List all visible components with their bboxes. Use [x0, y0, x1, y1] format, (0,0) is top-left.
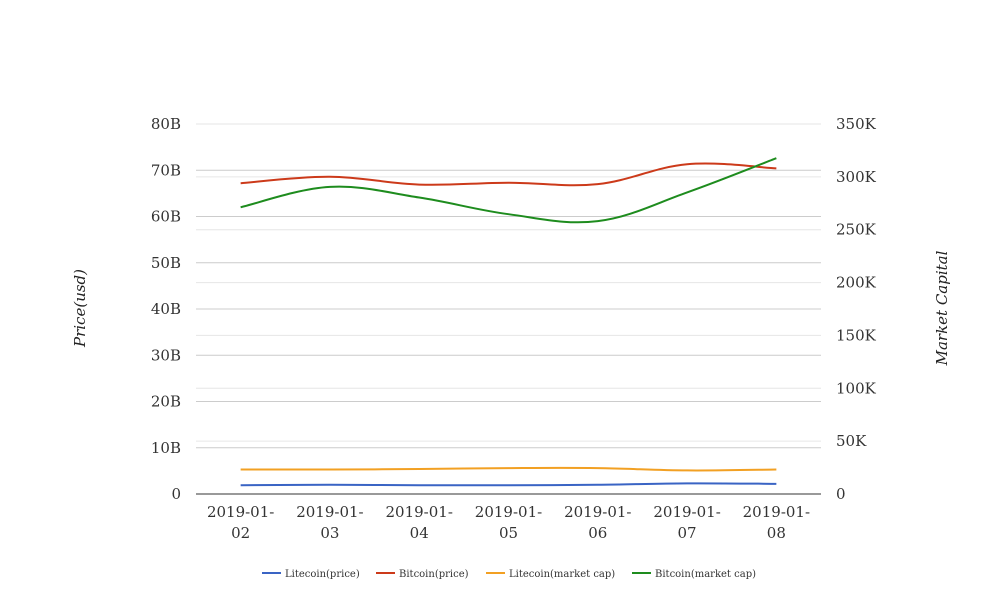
y-left-tick-label: 70B: [151, 161, 181, 179]
x-tick-label: 2019-01-06: [564, 503, 631, 542]
x-tick-label: 2019-01-07: [653, 503, 720, 542]
x-tick-label: 2019-01-05: [475, 503, 542, 542]
legend-item: Litecoin(market cap): [486, 569, 615, 580]
y-right-tick-label: 0: [836, 485, 846, 503]
y-left-tick-label: 80B: [151, 115, 181, 133]
x-tick-label: 2019-01-03: [296, 503, 363, 542]
y-left-tick-label: 30B: [151, 346, 181, 364]
y-axis-right-title: Market Capital: [933, 250, 951, 366]
legend-label: Bitcoin(market cap): [655, 569, 756, 580]
series-line-1: [240, 482, 777, 487]
y-right-tick-label: 100K: [836, 379, 877, 397]
tick-labels: 0 10B 20B 30B 40B 50B 60B 70B 80B 0 50K 100K 150K 200…: [151, 115, 877, 542]
series-line-4: [240, 157, 777, 224]
x-tick-label: 2019-01-08: [743, 503, 810, 542]
series-line-3: [240, 466, 777, 472]
y-axis-left-title: Price(usd): [71, 269, 89, 348]
series-line-2: [240, 162, 777, 187]
y-right-tick-label: 250K: [836, 221, 877, 239]
y-right-tick-label: 150K: [836, 326, 877, 344]
legend-item: Litecoin(price): [262, 569, 360, 580]
y-left-tick-label: 20B: [151, 393, 181, 411]
y-right-tick-label: 50K: [836, 432, 867, 450]
y-left-tick-label: 40B: [151, 300, 181, 318]
y-right-tick-label: 350K: [836, 115, 877, 133]
legend-item: Bitcoin(market cap): [632, 569, 756, 580]
legend-label: Bitcoin(price): [399, 569, 469, 580]
y-right-tick-label: 300K: [836, 168, 877, 186]
y-left-tick-label: 60B: [151, 208, 181, 226]
legend-label: Litecoin(market cap): [509, 569, 615, 580]
y-left-tick-label: 50B: [151, 254, 181, 272]
x-tick-label: 2019-01-04: [386, 503, 453, 542]
y-right-tick-label: 200K: [836, 274, 877, 292]
legend: Litecoin(price) Bitcoin(price) Litecoin(ma…: [262, 569, 756, 580]
legend-item: Bitcoin(price): [376, 569, 469, 580]
legend-label: Litecoin(price): [285, 569, 360, 580]
y-left-tick-label: 0: [171, 485, 181, 503]
y-left-tick-label: 10B: [151, 439, 181, 457]
series-lines: [240, 157, 777, 487]
x-tick-label: 2019-01-02: [207, 503, 274, 542]
grid-lines: [196, 123, 821, 449]
